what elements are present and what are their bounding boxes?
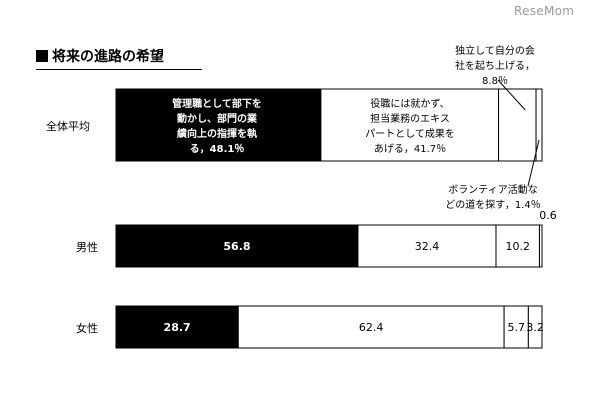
- title-square-icon: [36, 50, 48, 62]
- desc-seg3: 独立して自分の会 社を起ち上げる， 8.8％: [430, 44, 560, 89]
- value-label-male-seg1: 56.8: [223, 240, 250, 253]
- bar-male-seg2: [357, 224, 497, 268]
- value-label-male-seg2: 32.4: [415, 240, 440, 253]
- bar-overall-seg2: [320, 88, 500, 162]
- callout-line-seg3: [497, 79, 526, 111]
- desc-seg1-line-1: 管理職として部下を: [172, 99, 262, 110]
- value-label-female-seg4: 3.2: [526, 321, 544, 334]
- desc-seg4: ボランティア活動な どの道を探す，1.4％: [418, 183, 568, 213]
- row-label-female: 女性: [76, 322, 98, 335]
- value-label-female-seg2: 62.4: [359, 321, 384, 334]
- desc-seg1-line-4: る，48.1％: [189, 144, 245, 155]
- bar-female-seg4: [527, 305, 543, 349]
- value-label-male-seg4: 0.6: [539, 209, 557, 222]
- row-label-male: 男性: [76, 241, 98, 254]
- value-label-male-seg3: 10.2: [505, 240, 530, 253]
- desc-seg2-line-2: 担当業務のエキス: [370, 114, 450, 125]
- desc-seg4-line-2: どの道を探す，1.4％: [445, 200, 541, 211]
- desc-seg4-line-1: ボランティア活動な: [448, 185, 538, 196]
- title-underline: [36, 69, 202, 70]
- desc-seg1: 管理職として部下を 動かし、部門の業 績向上の指揮を執 る，48.1％: [118, 97, 316, 157]
- desc-seg2-line-1: 役職には就かず、: [370, 99, 450, 110]
- value-label-female-seg1: 28.7: [164, 321, 191, 334]
- bar-overall-seg3: [498, 88, 537, 162]
- bar-overall-seg4: [535, 88, 543, 162]
- callout-line-seg4: [527, 139, 540, 187]
- desc-seg3-line-2: 社を起ち上げる，: [455, 61, 535, 72]
- desc-seg2: 役職には就かず、 担当業務のエキス パートとして成果を あげる，41.7％: [326, 97, 494, 157]
- bar-female-seg1: [115, 305, 239, 349]
- chart-title: 将来の進路の希望: [36, 48, 164, 66]
- desc-seg2-line-3: パートとして成果を: [365, 129, 455, 140]
- desc-seg1-line-2: 動かし、部門の業: [177, 114, 257, 125]
- desc-seg3-line-3: 8.8％: [482, 76, 508, 87]
- bar-male-seg1: [115, 224, 359, 268]
- bar-female-seg2: [237, 305, 505, 349]
- bar-male-seg4: [538, 224, 543, 268]
- row-label-overall: 全体平均: [46, 120, 90, 133]
- bar-female-seg3: [503, 305, 529, 349]
- bar-male-seg3: [495, 224, 540, 268]
- desc-seg2-line-4: あげる，41.7％: [373, 144, 447, 155]
- value-label-female-seg3: 5.7: [507, 321, 525, 334]
- desc-seg3-line-1: 独立して自分の会: [455, 46, 535, 57]
- chart-title-text: 将来の進路の希望: [52, 49, 164, 65]
- watermark: ReseMom: [514, 4, 575, 18]
- desc-seg1-line-3: 績向上の指揮を執: [177, 129, 257, 140]
